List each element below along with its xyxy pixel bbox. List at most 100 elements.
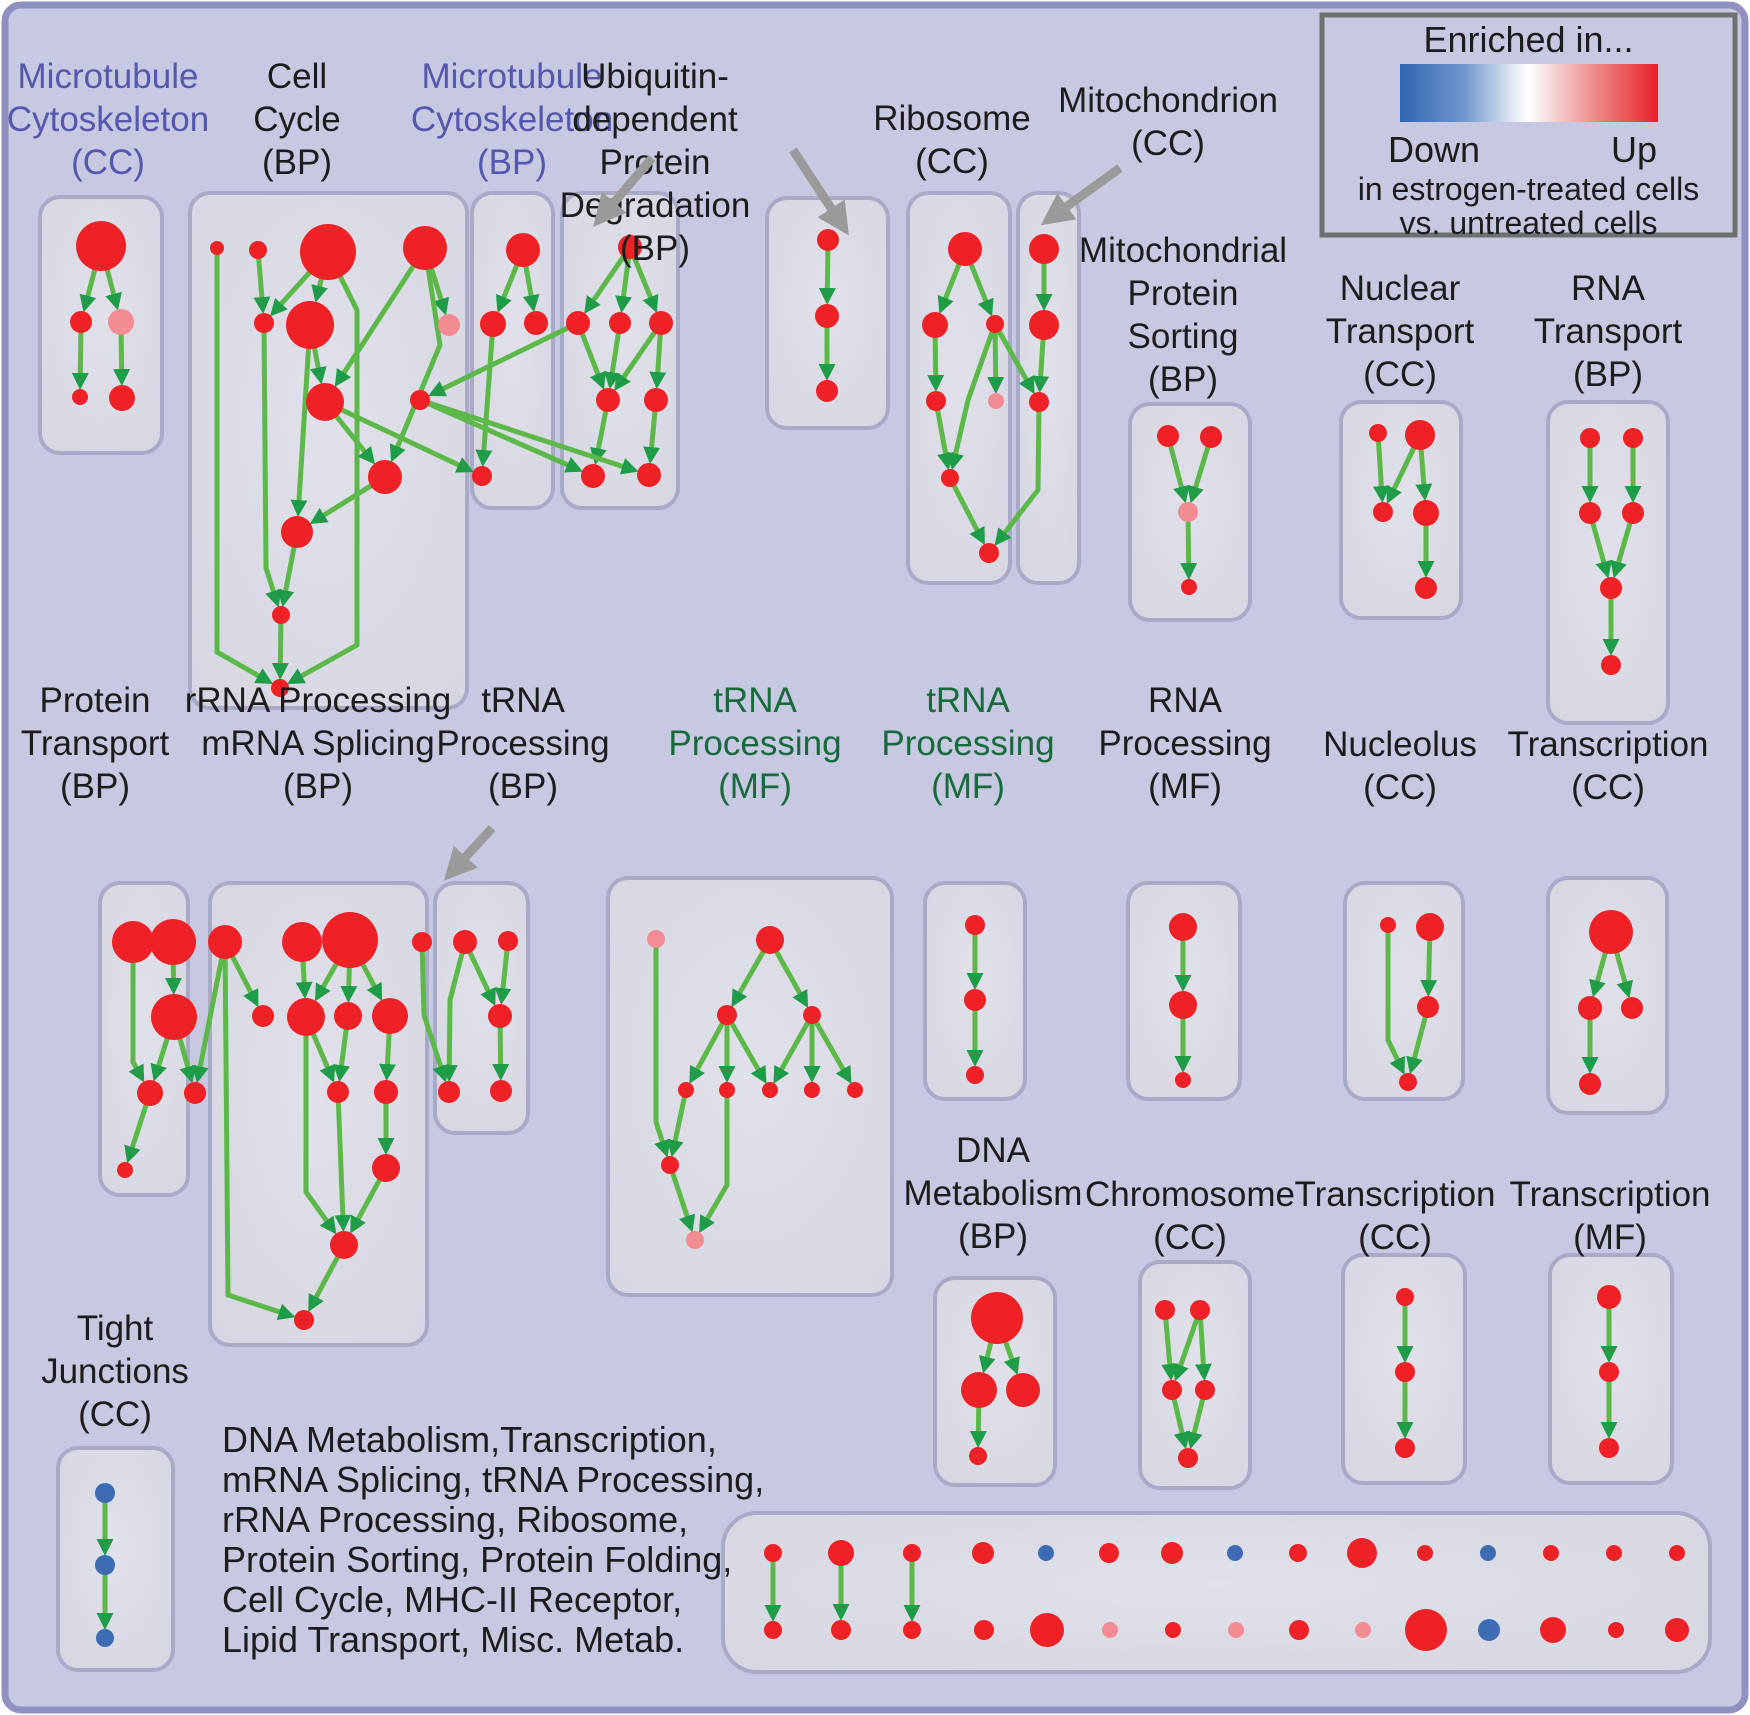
node-rna-processing-mf-0 [1169,913,1197,941]
edge-trna-mf-big-4-9 [666,1089,689,1158]
edge-cell-cycle-3-9 [389,247,443,463]
node-misc-cluster-22 [1228,1622,1244,1638]
node-cell-cycle-7 [306,383,344,421]
edge-ribosome-3-5 [933,400,954,471]
edge-cell-cycle-2-12 [286,250,360,685]
node-microtubule-bp-2 [524,311,548,335]
node-transcription-mf-1 [1599,1362,1619,1382]
node-misc-cluster-28 [1608,1622,1624,1638]
node-trna-mf-small-2 [966,1066,984,1084]
microtubule-cc-label-line-2: (CC) [71,143,145,182]
edge-cross-cell-cycle-8-ubiquitin-1-7 [419,397,639,475]
protein-transport-label-line-1: Transport [21,724,170,763]
edge-trna-mf-big-5-10 [699,1090,730,1234]
microtubule-bp-label-line-0: Microtubule [422,57,603,96]
node-mito-sorting-0 [1157,425,1179,447]
node-rrna-7 [372,998,408,1034]
node-trna-mf-big-8 [847,1082,863,1098]
node-chromosome-2 [1162,1380,1182,1400]
node-misc-cluster-23 [1289,1620,1309,1640]
node-rrna-10 [372,1154,400,1182]
mito-sorting-label-line-3: (BP) [1148,360,1218,399]
node-transcription-cc-2 [1621,997,1643,1019]
node-misc-cluster-11 [1480,1545,1496,1561]
node-ubiquitin-2-0 [817,229,839,251]
trna-mf-small-label-line-0: tRNA [926,681,1010,720]
node-microtubule-cc-1 [70,311,92,333]
edge-cell-cycle-0-12 [214,248,274,685]
node-rrna-11 [330,1231,358,1259]
rrna-label-line-0: rRNA Processing [185,681,451,720]
node-mito-sorting-3 [1181,579,1197,595]
node-tight-junctions-0 [95,1483,115,1503]
node-mitochondrion-2 [1029,392,1049,412]
node-trna-bp-0 [453,930,477,954]
node-rrna-12 [294,1310,314,1330]
rna-transport-label-line-2: (BP) [1573,355,1643,394]
node-misc-cluster-2 [903,1544,921,1562]
node-chromosome-1 [1190,1300,1210,1320]
transcription-cc-label-line-1: (CC) [1571,768,1645,807]
node-trna-mf-big-0 [647,930,665,948]
node-rna-transport-4 [1600,577,1622,599]
node-misc-cluster-6 [1161,1542,1183,1564]
node-ubiquitin-1-3 [649,311,673,335]
edge-mito-sorting-2-3 [1180,511,1198,581]
node-protein-transport-0 [112,921,154,963]
node-rrna-0 [208,925,242,959]
node-misc-cluster-3 [972,1542,994,1564]
nuclear-transport-label-line-1: Transport [1326,312,1475,351]
trna-mf-big-label-line-0: tRNA [713,681,797,720]
node-ubiquitin-1-5 [644,388,668,412]
ubiquitin-1-label-line-0: Ubiquitin- [581,57,729,96]
node-transcription-cc-0 [1589,910,1633,954]
ubiquitin-1-label-line-3: Degradation [560,186,751,225]
node-rna-transport-3 [1622,502,1644,524]
misc-cluster-text-line-4: Cell Cycle, MHC-II Receptor, [222,1579,682,1620]
edge-cross-rrna-3-trna-bp-3 [419,941,449,1083]
legend-subline-1: in estrogen-treated cells [1358,171,1700,207]
edge-cell-cycle-11-12 [271,614,289,681]
transcription-cc-2-label-line-1: (CC) [1358,1218,1432,1257]
node-misc-cluster-17 [903,1621,921,1639]
node-ubiquitin-2-1 [815,304,839,328]
node-trna-mf-big-7 [804,1082,820,1098]
node-misc-cluster-16 [831,1620,851,1640]
node-nuclear-transport-0 [1369,424,1387,442]
mitochondrion-label-line-1: (CC) [1131,124,1205,163]
node-rrna-4 [252,1005,274,1027]
rna-processing-mf-label-line-1: Processing [1098,724,1271,763]
node-rna-transport-1 [1623,428,1643,448]
microtubule-cc-label-line-0: Microtubule [18,57,199,96]
node-rna-transport-5 [1601,655,1621,675]
mito-sorting-label-line-1: Protein [1128,274,1239,313]
dna-metabolism-label-line-0: DNA [956,1131,1031,1170]
node-rrna-9 [374,1080,398,1104]
node-dna-metabolism-1 [961,1372,997,1408]
node-trna-mf-big-10 [686,1231,704,1249]
node-ubiquitin-1-7 [637,463,661,487]
node-rrna-3 [412,932,432,952]
node-rna-processing-mf-2 [1175,1072,1191,1088]
microtubule-bp-label-line-2: (BP) [477,143,547,182]
node-transcription-mf-0 [1597,1285,1621,1309]
node-rna-processing-mf-1 [1169,991,1197,1019]
node-misc-cluster-8 [1289,1544,1307,1562]
ubiquitin-1-label-line-1: dependent [572,100,738,139]
node-ribosome-5 [941,469,959,487]
node-cell-cycle-4 [254,313,274,333]
node-rrna-8 [327,1081,349,1103]
edge-nucleolus-0-3 [1385,925,1405,1075]
node-dna-metabolism-3 [969,1447,987,1465]
mito-sorting-label-line-0: Mitochondrial [1079,231,1287,270]
node-ubiquitin-1-4 [596,388,620,412]
node-misc-cluster-29 [1665,1618,1689,1642]
node-protein-transport-5 [184,1082,206,1104]
node-nucleolus-2 [1417,996,1439,1018]
tight-junctions-label-line-0: Tight [77,1309,154,1348]
annotation-arrow-1 [789,147,849,236]
node-cell-cycle-0 [210,241,224,255]
node-rrna-6 [334,1002,362,1030]
edge-ribosome-2-4 [987,323,1005,395]
